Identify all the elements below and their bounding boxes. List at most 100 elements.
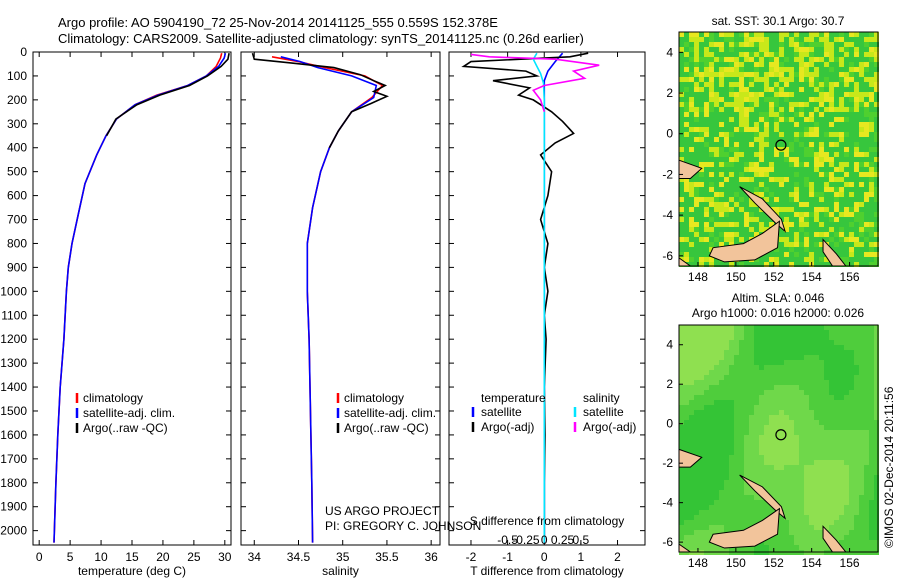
sla-cell: [809, 535, 814, 540]
sla-cell: [869, 415, 874, 420]
sla-cell: [824, 380, 829, 385]
sst-cell: [794, 167, 799, 172]
sla-cell: [779, 325, 784, 330]
sla-cell: [699, 470, 704, 475]
sst-cell: [824, 207, 829, 212]
sst-cell: [794, 57, 799, 62]
sla-cell: [794, 410, 799, 415]
sla-cell: [829, 490, 834, 495]
sst-cell: [774, 167, 779, 172]
sla-cell: [834, 360, 839, 365]
sla-cell: [764, 355, 769, 360]
sst-cell: [794, 117, 799, 122]
sla-cell: [734, 400, 739, 405]
sla-cell: [729, 355, 734, 360]
sla-cell: [809, 340, 814, 345]
sst-cell: [854, 37, 859, 42]
sla-cell: [874, 350, 879, 355]
sla-cell: [819, 395, 824, 400]
sla-cell: [709, 445, 714, 450]
sst-cell: [839, 52, 844, 57]
sla-cell: [759, 500, 764, 505]
sla-cell: [819, 340, 824, 345]
sst-cell: [709, 122, 714, 127]
sla-cell: [804, 510, 809, 515]
sst-cell: [734, 42, 739, 47]
sla-cell: [689, 465, 694, 470]
sla-cell: [789, 545, 794, 550]
sla-cell: [794, 360, 799, 365]
sla-cell: [764, 335, 769, 340]
sla-cell: [789, 415, 794, 420]
sla-cell: [854, 505, 859, 510]
title-line-1: Argo profile: AO 5904190_72 25-Nov-2014 …: [58, 15, 498, 30]
sla-cell: [754, 375, 759, 380]
sst-cell: [814, 152, 819, 157]
sla-cell: [779, 390, 784, 395]
sla-cell: [769, 490, 774, 495]
sst-cell: [684, 102, 689, 107]
sst-cell: [694, 177, 699, 182]
sla-cell: [784, 540, 789, 545]
sst-cell: [869, 147, 874, 152]
sla-cell: [809, 470, 814, 475]
sla-cell: [844, 360, 849, 365]
sst-cell: [789, 192, 794, 197]
sla-cell: [749, 345, 754, 350]
sla-cell: [824, 345, 829, 350]
sla-cell: [689, 340, 694, 345]
sla-cell: [784, 500, 789, 505]
sst-cell: [784, 52, 789, 57]
sst-cell: [754, 107, 759, 112]
sla-cell: [744, 345, 749, 350]
sst-cell: [714, 42, 719, 47]
sst-cell: [729, 62, 734, 67]
sst-cell: [809, 202, 814, 207]
sla-cell: [739, 445, 744, 450]
sla-cell: [854, 465, 859, 470]
sst-cell: [734, 237, 739, 242]
sla-cell: [834, 330, 839, 335]
sst-cell: [744, 237, 749, 242]
sla-cell: [679, 380, 684, 385]
sst-cell: [704, 107, 709, 112]
sla-cell: [719, 475, 724, 480]
sst-cell: [759, 82, 764, 87]
sla-cell: [709, 380, 714, 385]
sla-cell: [689, 545, 694, 550]
sst-cell: [789, 32, 794, 37]
sst-cell: [799, 182, 804, 187]
sla-cell: [779, 395, 784, 400]
sla-cell: [704, 505, 709, 510]
sla-cell: [784, 425, 789, 430]
sla-cell: [849, 475, 854, 480]
sst-cell: [869, 177, 874, 182]
sst-cell: [719, 182, 724, 187]
sst-cell: [859, 77, 864, 82]
sla-cell: [834, 475, 839, 480]
sla-cell: [814, 485, 819, 490]
sla-cell: [874, 430, 879, 435]
sst-cell: [719, 117, 724, 122]
sla-cell: [749, 385, 754, 390]
sst-cell: [844, 87, 849, 92]
sst-cell: [829, 212, 834, 217]
sst-cell: [719, 87, 724, 92]
sst-cell: [744, 82, 749, 87]
sst-cell: [739, 262, 744, 267]
sst-cell: [704, 32, 709, 37]
sst-cell: [709, 32, 714, 37]
sla-cell: [709, 510, 714, 515]
sst-cell: [829, 107, 834, 112]
sst-cell: [779, 207, 784, 212]
sst-cell: [694, 152, 699, 157]
sst-cell: [794, 132, 799, 137]
sla-cell: [869, 380, 874, 385]
temp-xlabel: temperature (deg C): [78, 564, 186, 578]
sst-cell: [754, 157, 759, 162]
sst-cell: [709, 117, 714, 122]
sla-cell: [714, 390, 719, 395]
sla-cell: [794, 515, 799, 520]
sla-cell: [729, 505, 734, 510]
sla-cell: [869, 410, 874, 415]
